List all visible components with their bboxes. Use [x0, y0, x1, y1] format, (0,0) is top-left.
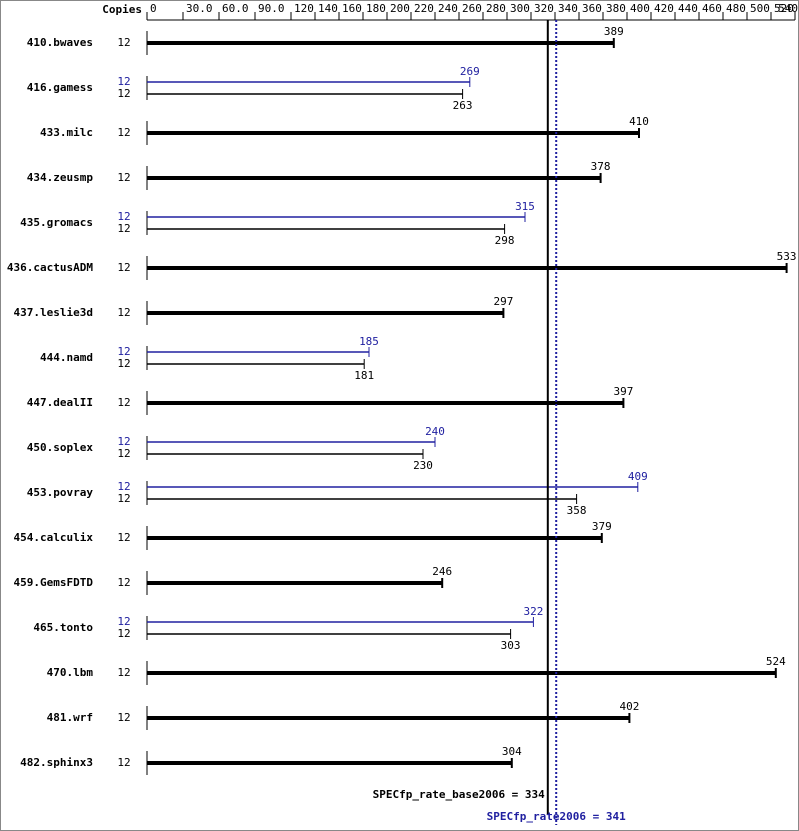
benchmark-label: 454.calculix [14, 531, 94, 544]
value-label: 402 [619, 700, 639, 713]
benchmark-label: 447.dealII [27, 396, 93, 409]
benchmark-label: 450.soplex [27, 441, 94, 454]
x-tick-label: 380 [606, 2, 626, 15]
value-label: 185 [359, 335, 379, 348]
value-label: 315 [515, 200, 535, 213]
x-tick-label: 30.0 [186, 2, 213, 15]
benchmark-label: 435.gromacs [20, 216, 93, 229]
x-tick-label: 460 [702, 2, 722, 15]
x-tick-label: 140 [318, 2, 338, 15]
copies-label: 12 [117, 126, 130, 139]
copies-label: 12 [117, 261, 130, 274]
value-label: 389 [604, 25, 624, 38]
x-tick-label: 400 [630, 2, 650, 15]
copies-label: 12 [117, 345, 130, 358]
benchmark-label: 437.leslie3d [14, 306, 93, 319]
x-tick-label: 200 [390, 2, 410, 15]
copies-label: 12 [117, 357, 130, 370]
copies-label: 12 [117, 711, 130, 724]
x-tick-label: 240 [438, 2, 458, 15]
value-label: 298 [495, 234, 515, 247]
value-label: 358 [567, 504, 587, 517]
x-tick-label: 220 [414, 2, 434, 15]
x-tick-label: 300 [510, 2, 530, 15]
copies-label: 12 [117, 666, 130, 679]
benchmark-label: 434.zeusmp [27, 171, 94, 184]
value-label: 181 [354, 369, 374, 382]
value-label: 524 [766, 655, 786, 668]
x-tick-label: 500 [750, 2, 770, 15]
value-label: 533 [777, 250, 797, 263]
x-tick-label: 60.0 [222, 2, 249, 15]
x-tick-label: 260 [462, 2, 482, 15]
x-tick-label: 360 [582, 2, 602, 15]
copies-label: 12 [117, 435, 130, 448]
value-label: 410 [629, 115, 649, 128]
value-label: 322 [523, 605, 543, 618]
value-label: 230 [413, 459, 433, 472]
value-label: 303 [501, 639, 521, 652]
value-label: 378 [591, 160, 611, 173]
copies-label: 12 [117, 615, 130, 628]
benchmark-label: 416.gamess [27, 81, 93, 94]
x-tick-label: 90.0 [258, 2, 285, 15]
benchmark-label: 444.namd [40, 351, 93, 364]
copies-label: 12 [117, 87, 130, 100]
x-tick-label: 280 [486, 2, 506, 15]
value-label: 379 [592, 520, 612, 533]
benchmark-label: 459.GemsFDTD [14, 576, 94, 589]
value-label: 304 [502, 745, 522, 758]
copies-label: 12 [117, 480, 130, 493]
x-tick-label: 420 [654, 2, 674, 15]
x-tick-label: 440 [678, 2, 698, 15]
copies-label: 12 [117, 627, 130, 640]
value-label: 409 [628, 470, 648, 483]
x-tick-label: 480 [726, 2, 746, 15]
value-label: 246 [432, 565, 452, 578]
copies-header: Copies [102, 3, 142, 16]
value-label: 263 [453, 99, 473, 112]
copies-label: 12 [117, 492, 130, 505]
value-label: 269 [460, 65, 480, 78]
x-tick-label: 320 [534, 2, 554, 15]
benchmark-label: 470.lbm [47, 666, 94, 679]
copies-label: 12 [117, 447, 130, 460]
benchmark-label: 410.bwaves [27, 36, 93, 49]
x-tick-label: 520 [774, 2, 794, 15]
x-tick-label: 180 [366, 2, 386, 15]
copies-label: 12 [117, 36, 130, 49]
value-label: 240 [425, 425, 445, 438]
x-tick-label: 120 [294, 2, 314, 15]
copies-label: 12 [117, 210, 130, 223]
x-tick-label: 160 [342, 2, 362, 15]
copies-label: 12 [117, 306, 130, 319]
copies-label: 12 [117, 222, 130, 235]
x-tick-label: 540 [778, 2, 798, 15]
reference-label: SPECfp_rate_base2006 = 334 [373, 788, 546, 801]
copies-label: 12 [117, 531, 130, 544]
benchmark-label: 453.povray [27, 486, 94, 499]
copies-label: 12 [117, 171, 130, 184]
benchmark-label: 482.sphinx3 [20, 756, 93, 769]
value-label: 297 [493, 295, 513, 308]
reference-label: SPECfp_rate2006 = 341 [487, 810, 626, 823]
value-label: 397 [613, 385, 633, 398]
copies-label: 12 [117, 576, 130, 589]
copies-label: 12 [117, 756, 130, 769]
copies-label: 12 [117, 396, 130, 409]
benchmark-label: 436.cactusADM [7, 261, 93, 274]
benchmark-label: 465.tonto [33, 621, 93, 634]
benchmark-label: 433.milc [40, 126, 93, 139]
x-tick-label: 0 [150, 2, 157, 15]
x-tick-label: 340 [558, 2, 578, 15]
copies-label: 12 [117, 75, 130, 88]
benchmark-label: 481.wrf [47, 711, 93, 724]
